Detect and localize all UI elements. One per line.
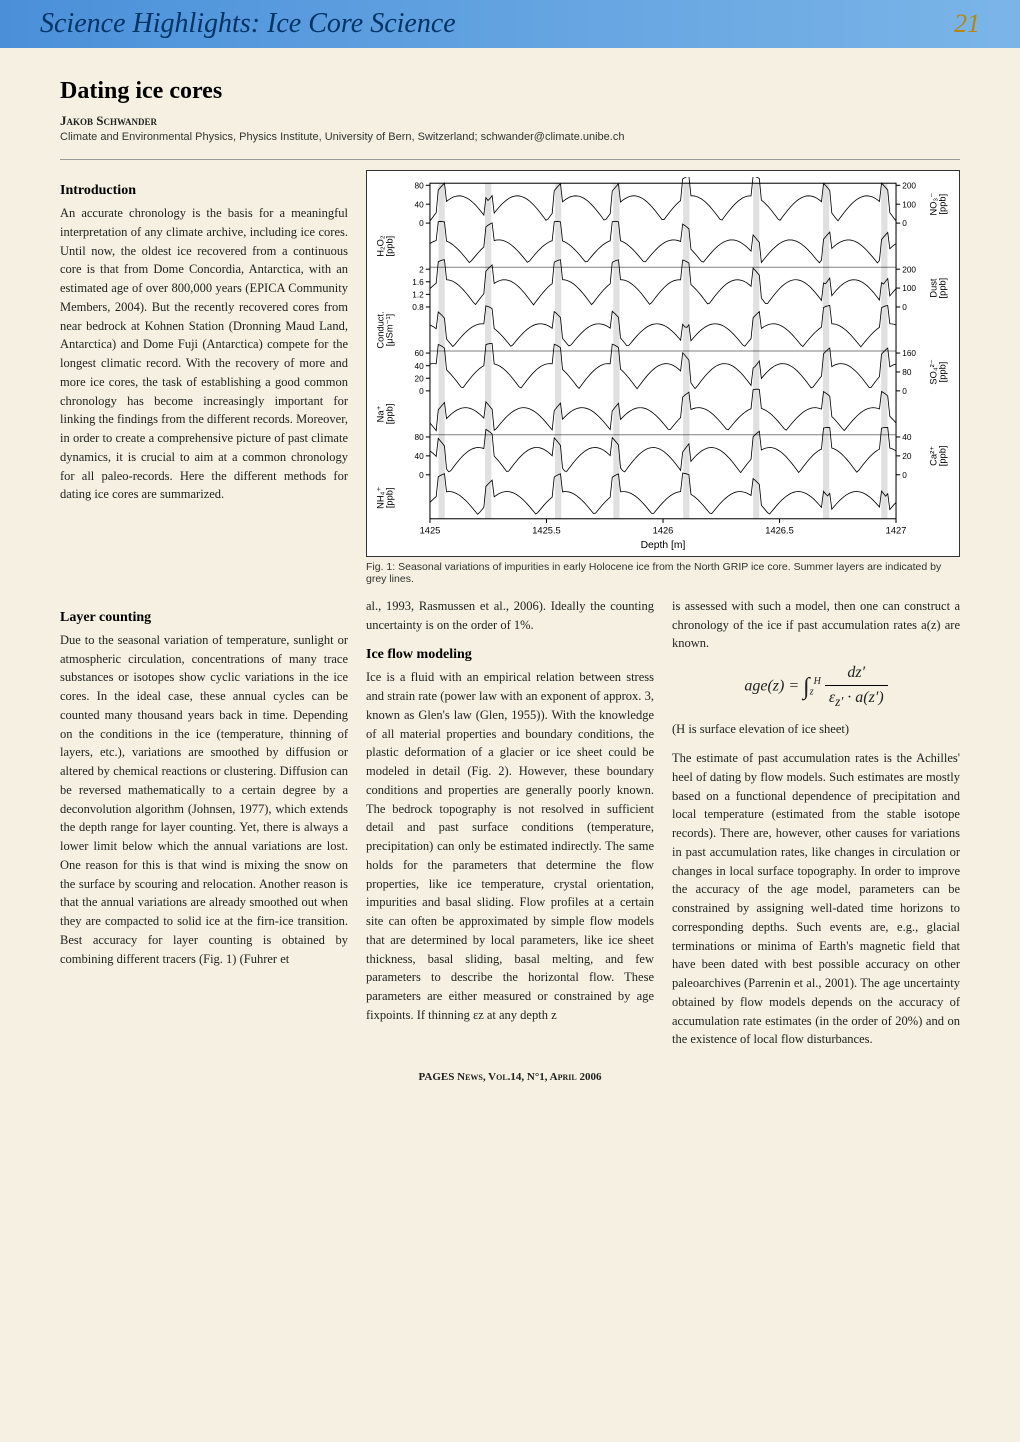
page-footer: PAGES News, Vol.14, N°1, April 2006	[60, 1071, 960, 1083]
header-title: Science Highlights: Ice Core Science	[40, 8, 456, 40]
svg-text:1425: 1425	[420, 525, 441, 535]
svg-text:1.6: 1.6	[412, 278, 424, 287]
svg-text:0: 0	[902, 303, 907, 312]
figure-svg: 040800100200H₂O₂[ppb]NO₃⁻[ppb]0.81.21.62…	[373, 177, 953, 550]
svg-text:[ppb]: [ppb]	[938, 445, 948, 466]
section-layer-head: Layer counting	[60, 607, 348, 628]
svg-text:100: 100	[902, 284, 916, 293]
svg-text:100: 100	[902, 200, 916, 209]
svg-text:0: 0	[419, 387, 424, 396]
svg-text:0.8: 0.8	[412, 303, 424, 312]
eq-note: (H is surface elevation of ice sheet)	[672, 720, 960, 739]
author-name: Jakob Schwander	[60, 113, 960, 129]
section-flow-head: Ice flow modeling	[366, 644, 654, 665]
svg-text:2: 2	[419, 265, 424, 274]
page-header: Science Highlights: Ice Core Science 21	[0, 0, 1020, 48]
svg-text:20: 20	[415, 374, 425, 383]
svg-text:80: 80	[902, 368, 912, 377]
col2-lead: al., 1993, Rasmussen et al., 2006). Idea…	[366, 597, 654, 635]
svg-text:20: 20	[902, 452, 912, 461]
svg-text:1427: 1427	[886, 525, 907, 535]
svg-text:0: 0	[419, 219, 424, 228]
affiliation: Climate and Environmental Physics, Physi…	[60, 131, 960, 143]
equation: age(z) = ∫zH dz′εz′ · a(z′)	[672, 661, 960, 712]
svg-text:40: 40	[415, 200, 425, 209]
svg-text:1.2: 1.2	[412, 290, 424, 299]
col3-text: The estimate of past accumulation rates …	[672, 749, 960, 1049]
layer-text: Due to the seasonal variation of tempera…	[60, 631, 348, 969]
article-title: Dating ice cores	[60, 78, 960, 105]
svg-text:[ppb]: [ppb]	[385, 487, 395, 508]
content-area: Dating ice cores Jakob Schwander Climate…	[0, 48, 1020, 1113]
svg-text:40: 40	[415, 452, 425, 461]
svg-text:80: 80	[415, 433, 425, 442]
svg-text:0: 0	[902, 471, 907, 480]
svg-text:[ppb]: [ppb]	[938, 362, 948, 383]
page-number: 21	[954, 9, 980, 39]
svg-text:Depth [m]: Depth [m]	[641, 540, 686, 550]
figure-caption: Fig. 1: Seasonal variations of impuritie…	[366, 561, 960, 585]
svg-text:[ppb]: [ppb]	[938, 194, 948, 215]
figure-1: 040800100200H₂O₂[ppb]NO₃⁻[ppb]0.81.21.62…	[366, 170, 960, 557]
svg-text:1425.5: 1425.5	[532, 525, 560, 535]
svg-text:0: 0	[902, 219, 907, 228]
intro-text: An accurate chronology is the basis for …	[60, 204, 348, 504]
svg-text:80: 80	[415, 181, 425, 190]
svg-text:0: 0	[419, 471, 424, 480]
svg-text:[μSm⁻¹]: [μSm⁻¹]	[385, 314, 395, 347]
section-intro-head: Introduction	[60, 180, 348, 201]
svg-text:[ppb]: [ppb]	[938, 278, 948, 299]
svg-text:0: 0	[902, 387, 907, 396]
svg-text:60: 60	[415, 349, 425, 358]
svg-text:1426: 1426	[653, 525, 674, 535]
svg-text:40: 40	[902, 433, 912, 442]
svg-text:200: 200	[902, 181, 916, 190]
flow-text: Ice is a fluid with an empirical relatio…	[366, 668, 654, 1024]
col3-lead: is assessed with such a model, then one …	[672, 597, 960, 653]
svg-text:160: 160	[902, 349, 916, 358]
svg-text:[ppb]: [ppb]	[385, 404, 395, 425]
svg-text:[ppb]: [ppb]	[385, 236, 395, 257]
svg-text:40: 40	[415, 362, 425, 371]
svg-text:1426.5: 1426.5	[765, 525, 793, 535]
svg-text:200: 200	[902, 265, 916, 274]
